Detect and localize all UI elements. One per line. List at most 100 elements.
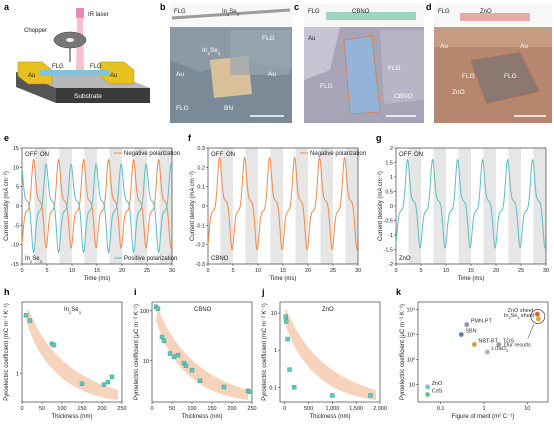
series-line-1 [21, 162, 172, 254]
b-label-in2se3: In2Se3 [202, 47, 221, 56]
data-point [458, 332, 464, 337]
chart-i-frame [151, 301, 253, 403]
x-tick-label: 200 [227, 406, 236, 412]
x-tick-label: 250 [117, 406, 126, 412]
on-band [458, 148, 471, 264]
on-band [533, 148, 546, 264]
x-tick-label: 25 [330, 268, 336, 274]
on-band [134, 148, 147, 264]
legend-entry: Negative polarization [310, 151, 366, 157]
y-tick-label: -2 [388, 262, 393, 268]
label-au-left: Au [28, 73, 35, 79]
x-tick-label: 150 [77, 406, 86, 412]
lattice-b [171, 8, 291, 20]
d-label-flg-b: FLG [504, 73, 517, 80]
on-band [508, 148, 521, 264]
chart-k-frame [417, 301, 549, 403]
x-tick-label: 0 [283, 406, 286, 412]
x-tick-label: 20 [493, 268, 499, 274]
x-tick-label: 0 [20, 406, 23, 412]
x-axis-label: Thickness (nm) [181, 414, 222, 420]
x-tick-label: 250 [247, 406, 256, 412]
legend-entry: Positive polarization [124, 256, 177, 262]
x-tick-label: 10 [69, 268, 75, 274]
panel-a: a Chopper IR laser Au Au FLG FLG Substra… [4, 2, 150, 103]
data-point [197, 378, 203, 383]
on-band [345, 148, 358, 264]
on-label: ON [414, 152, 423, 158]
chart-h-frame [21, 301, 123, 403]
off-label: OFF [25, 152, 37, 158]
c-top-flg: FLG [308, 9, 320, 15]
x-tick-label: 0 [20, 268, 23, 274]
data-point [109, 374, 115, 380]
point-label: ZnO sheet [508, 308, 534, 314]
y-tick-label: -0.3 [196, 262, 205, 268]
panel-letter-c: c [294, 2, 299, 12]
y-tick-label: 0.5 [385, 190, 393, 196]
y-tick-label: 0 [202, 204, 205, 210]
x-tick-label: 30 [355, 268, 361, 274]
data-point [27, 318, 33, 323]
c-label-au: Au [308, 36, 315, 42]
data-point [368, 393, 373, 398]
y-tick-label: 10³ [407, 333, 415, 339]
x-tick-label: 0 [150, 406, 153, 412]
c-top-cbno: CBNO [352, 9, 370, 15]
on-band [295, 148, 308, 264]
data-point [161, 338, 167, 344]
panel-letter-f: f [188, 133, 192, 143]
c-label-flg-b: FLG [388, 65, 401, 72]
chopper-hub [66, 38, 74, 42]
y-tick-label: 2 [390, 146, 393, 152]
trend-arrow [26, 308, 118, 400]
x-axis-label: Time (ms) [458, 276, 485, 282]
panel-b: b FLG In2Se3 In2Se3 FLG FLG Au Au BN [160, 2, 292, 123]
chart-title: In2Se3 [64, 307, 82, 315]
panel-letter-e: e [4, 133, 9, 143]
data-point [485, 349, 490, 355]
on-band [109, 148, 122, 264]
data-point [292, 385, 297, 390]
y-tick-label: 10 [13, 165, 19, 171]
y-tick-label: 10⁴ [407, 307, 416, 314]
chart-f: f -0.3 -0.2 -0.1 0 0.1 0.2 0.3 0 5 10 15 20 25 30 Time … [188, 133, 366, 282]
x-tick-label: 25 [144, 268, 150, 274]
on-band [483, 148, 496, 264]
on-band [159, 148, 172, 264]
x-axis-label: Time (ms) [270, 276, 297, 282]
y-axis-label: Current density (mA cm⁻²) [190, 171, 196, 241]
label-ir-laser: IR laser [88, 12, 109, 18]
x-tick-label: 2,000 [373, 406, 387, 412]
data-point [155, 306, 161, 311]
y-tick-label: -1.5 [384, 248, 393, 254]
y-tick-label: -1 [388, 233, 393, 239]
data-point [425, 384, 431, 390]
panel-letter-b: b [160, 2, 166, 12]
label-au-right: Au [110, 73, 117, 79]
label-chopper: Chopper [24, 28, 47, 34]
x-tick-label: 30 [169, 268, 175, 274]
data-point [101, 382, 107, 387]
x-tick-label: 5 [45, 268, 48, 274]
x-tick-label: 100 [187, 406, 196, 412]
data-point [51, 342, 57, 348]
substrate-front [56, 88, 150, 103]
panel-c: c FLG CBNO Au FLG FLG CBNO [294, 2, 424, 123]
b-label-bn: BN [224, 105, 233, 112]
b-label-flg-a: FLG [262, 35, 275, 42]
panel-letter-d: d [426, 2, 432, 12]
x-tick-label: 50 [39, 406, 45, 412]
data-point [159, 334, 165, 340]
on-band [59, 148, 72, 264]
data-point [171, 354, 177, 360]
trend-arrow [284, 308, 376, 400]
chart-title: CBNO [194, 307, 212, 313]
panel-letter-h: h [4, 287, 10, 297]
x-tick-label: 30 [543, 268, 549, 274]
x-tick-label: 5 [419, 268, 422, 274]
off-label: OFF [211, 152, 223, 158]
data-point [535, 316, 541, 322]
